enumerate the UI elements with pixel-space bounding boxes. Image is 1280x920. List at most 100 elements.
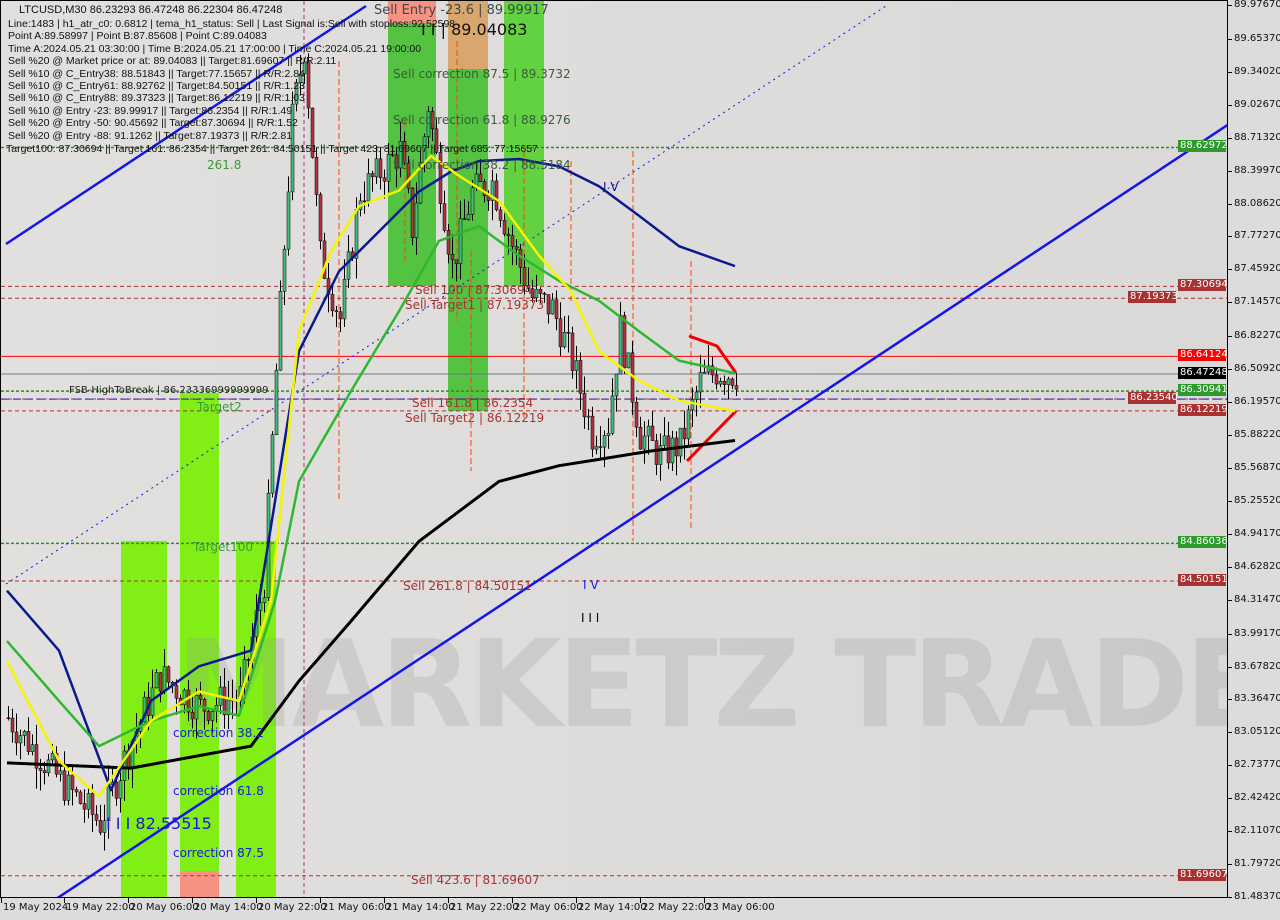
candle-bull — [294, 82, 299, 105]
candle-bull — [678, 427, 683, 457]
candle-bull — [66, 774, 71, 801]
candle-bull — [154, 672, 159, 689]
price-tick: 83.05120 — [1228, 726, 1280, 738]
candle-bull — [586, 415, 591, 418]
candle-bull — [366, 173, 371, 202]
candle-bear — [390, 154, 395, 156]
sell-entry-label: Sell Entry -23.6 | 89.99917 — [374, 3, 549, 18]
candle-bear — [42, 770, 47, 774]
time-tick: 21 May 14:00 — [384, 898, 455, 913]
candle-bear — [98, 820, 103, 833]
chart-plot-area[interactable]: MARKETZ TRADE LTCUSD,M30 86.23293 86.472… — [0, 0, 1228, 898]
price-tick: 84.31470 — [1228, 593, 1280, 605]
candle-bull — [46, 759, 51, 774]
candle-bear — [590, 415, 595, 450]
sell-4236-label: Sell 423.6 | 81.69607 — [411, 873, 540, 887]
signal-zone — [448, 69, 488, 411]
candle-bear — [502, 220, 507, 235]
info-line: Sell %20 @ Entry -50: 90.45692 || Target… — [8, 117, 298, 130]
candle-bear — [682, 427, 687, 440]
candle-bear — [730, 378, 735, 386]
candle-bull — [610, 395, 615, 434]
candle-bear — [186, 689, 191, 713]
candle-bull — [58, 770, 63, 775]
price-level-tag: 87.30694 — [1178, 279, 1228, 292]
price-tick: 89.34020 — [1228, 65, 1280, 77]
candle-bear — [246, 659, 251, 661]
time-tick: 22 May 14:00 — [576, 898, 647, 913]
price-level-tag: 86.47248 — [1178, 367, 1228, 380]
time-tick: 19 May 22:00 — [64, 898, 135, 913]
candle-bull — [490, 180, 495, 201]
candle-bear — [526, 285, 531, 289]
candle-bear — [202, 699, 207, 712]
candle-bear — [314, 157, 319, 195]
candle-bull — [670, 437, 675, 464]
candle-bear — [394, 154, 399, 169]
time-tick: 22 May 06:00 — [512, 898, 583, 913]
price-tick: 88.08620 — [1228, 197, 1280, 209]
sell-2618-label: Sell 261.8 | 84.50151 — [403, 579, 532, 593]
target2-green-label: Target2 — [197, 400, 242, 414]
candle-bull — [18, 735, 23, 744]
candle-bear — [570, 332, 575, 371]
price-level-tag: 86.23540 — [1128, 391, 1178, 404]
candle-bear — [34, 744, 39, 769]
info-line: Sell %20 @ Entry -88: 91.1262 || Target:… — [8, 129, 293, 142]
candle-bear — [530, 288, 535, 299]
candle-bull — [426, 111, 431, 137]
buy-correction-618: correction 61.8 — [173, 784, 264, 798]
price-level-tag: 84.50151 — [1178, 574, 1228, 587]
price-tick: 83.99170 — [1228, 627, 1280, 639]
buy-point-label: I I I 82.55515 — [106, 814, 212, 833]
time-tick: 22 May 22:00 — [640, 898, 711, 913]
sell-1618-label: Sell 161.8 | 86.2354 — [412, 396, 534, 410]
candle-bear — [338, 311, 343, 320]
price-tick: 82.73770 — [1228, 759, 1280, 771]
candle-bull — [602, 435, 607, 448]
candle-bull — [642, 435, 647, 450]
candle-bear — [158, 672, 163, 692]
candle-bull — [658, 445, 663, 465]
price-tick: 88.39970 — [1228, 164, 1280, 176]
candle-bull — [646, 425, 651, 437]
candle-bear — [166, 666, 171, 683]
trendline-upper — [5, 4, 367, 246]
candle-bull — [274, 369, 279, 435]
candle-bear — [650, 425, 655, 441]
candle-bear — [542, 293, 547, 295]
candle-bull — [286, 191, 291, 250]
candle-bull — [694, 391, 699, 400]
candle-bear — [442, 203, 447, 231]
candle-bull — [466, 214, 471, 220]
candle-bear — [322, 240, 327, 279]
price-level-tag: 84.86036 — [1178, 536, 1228, 549]
price-tick: 84.62820 — [1228, 560, 1280, 572]
candle-bear — [566, 332, 571, 334]
candle-bull — [226, 699, 231, 716]
candle-bear — [70, 774, 75, 790]
time-tick: 21 May 06:00 — [320, 898, 391, 913]
candle-bear — [554, 299, 559, 319]
candle-bear — [190, 711, 195, 720]
candle-bull — [342, 278, 347, 320]
candle-bull — [278, 290, 283, 371]
candle-bull — [386, 154, 391, 182]
pattern-red-bottom — [685, 409, 738, 463]
candle-bull — [302, 61, 307, 75]
price-tick: 88.71320 — [1228, 131, 1280, 143]
candle-bear — [546, 294, 551, 315]
candle-bear — [362, 200, 367, 203]
price-tick: 87.77270 — [1228, 230, 1280, 242]
candle-bull — [690, 399, 695, 411]
candle-bear — [538, 289, 543, 294]
candle-bull — [86, 793, 91, 810]
candle-bear — [638, 426, 643, 450]
candle-bear — [90, 793, 95, 815]
fib-2618-label: 261.8 — [207, 158, 242, 172]
candle-bear — [598, 446, 603, 448]
signal-zone — [504, 1, 544, 286]
candle-bear — [62, 770, 67, 801]
candle-bear — [478, 173, 483, 182]
candle-bear — [94, 814, 99, 821]
